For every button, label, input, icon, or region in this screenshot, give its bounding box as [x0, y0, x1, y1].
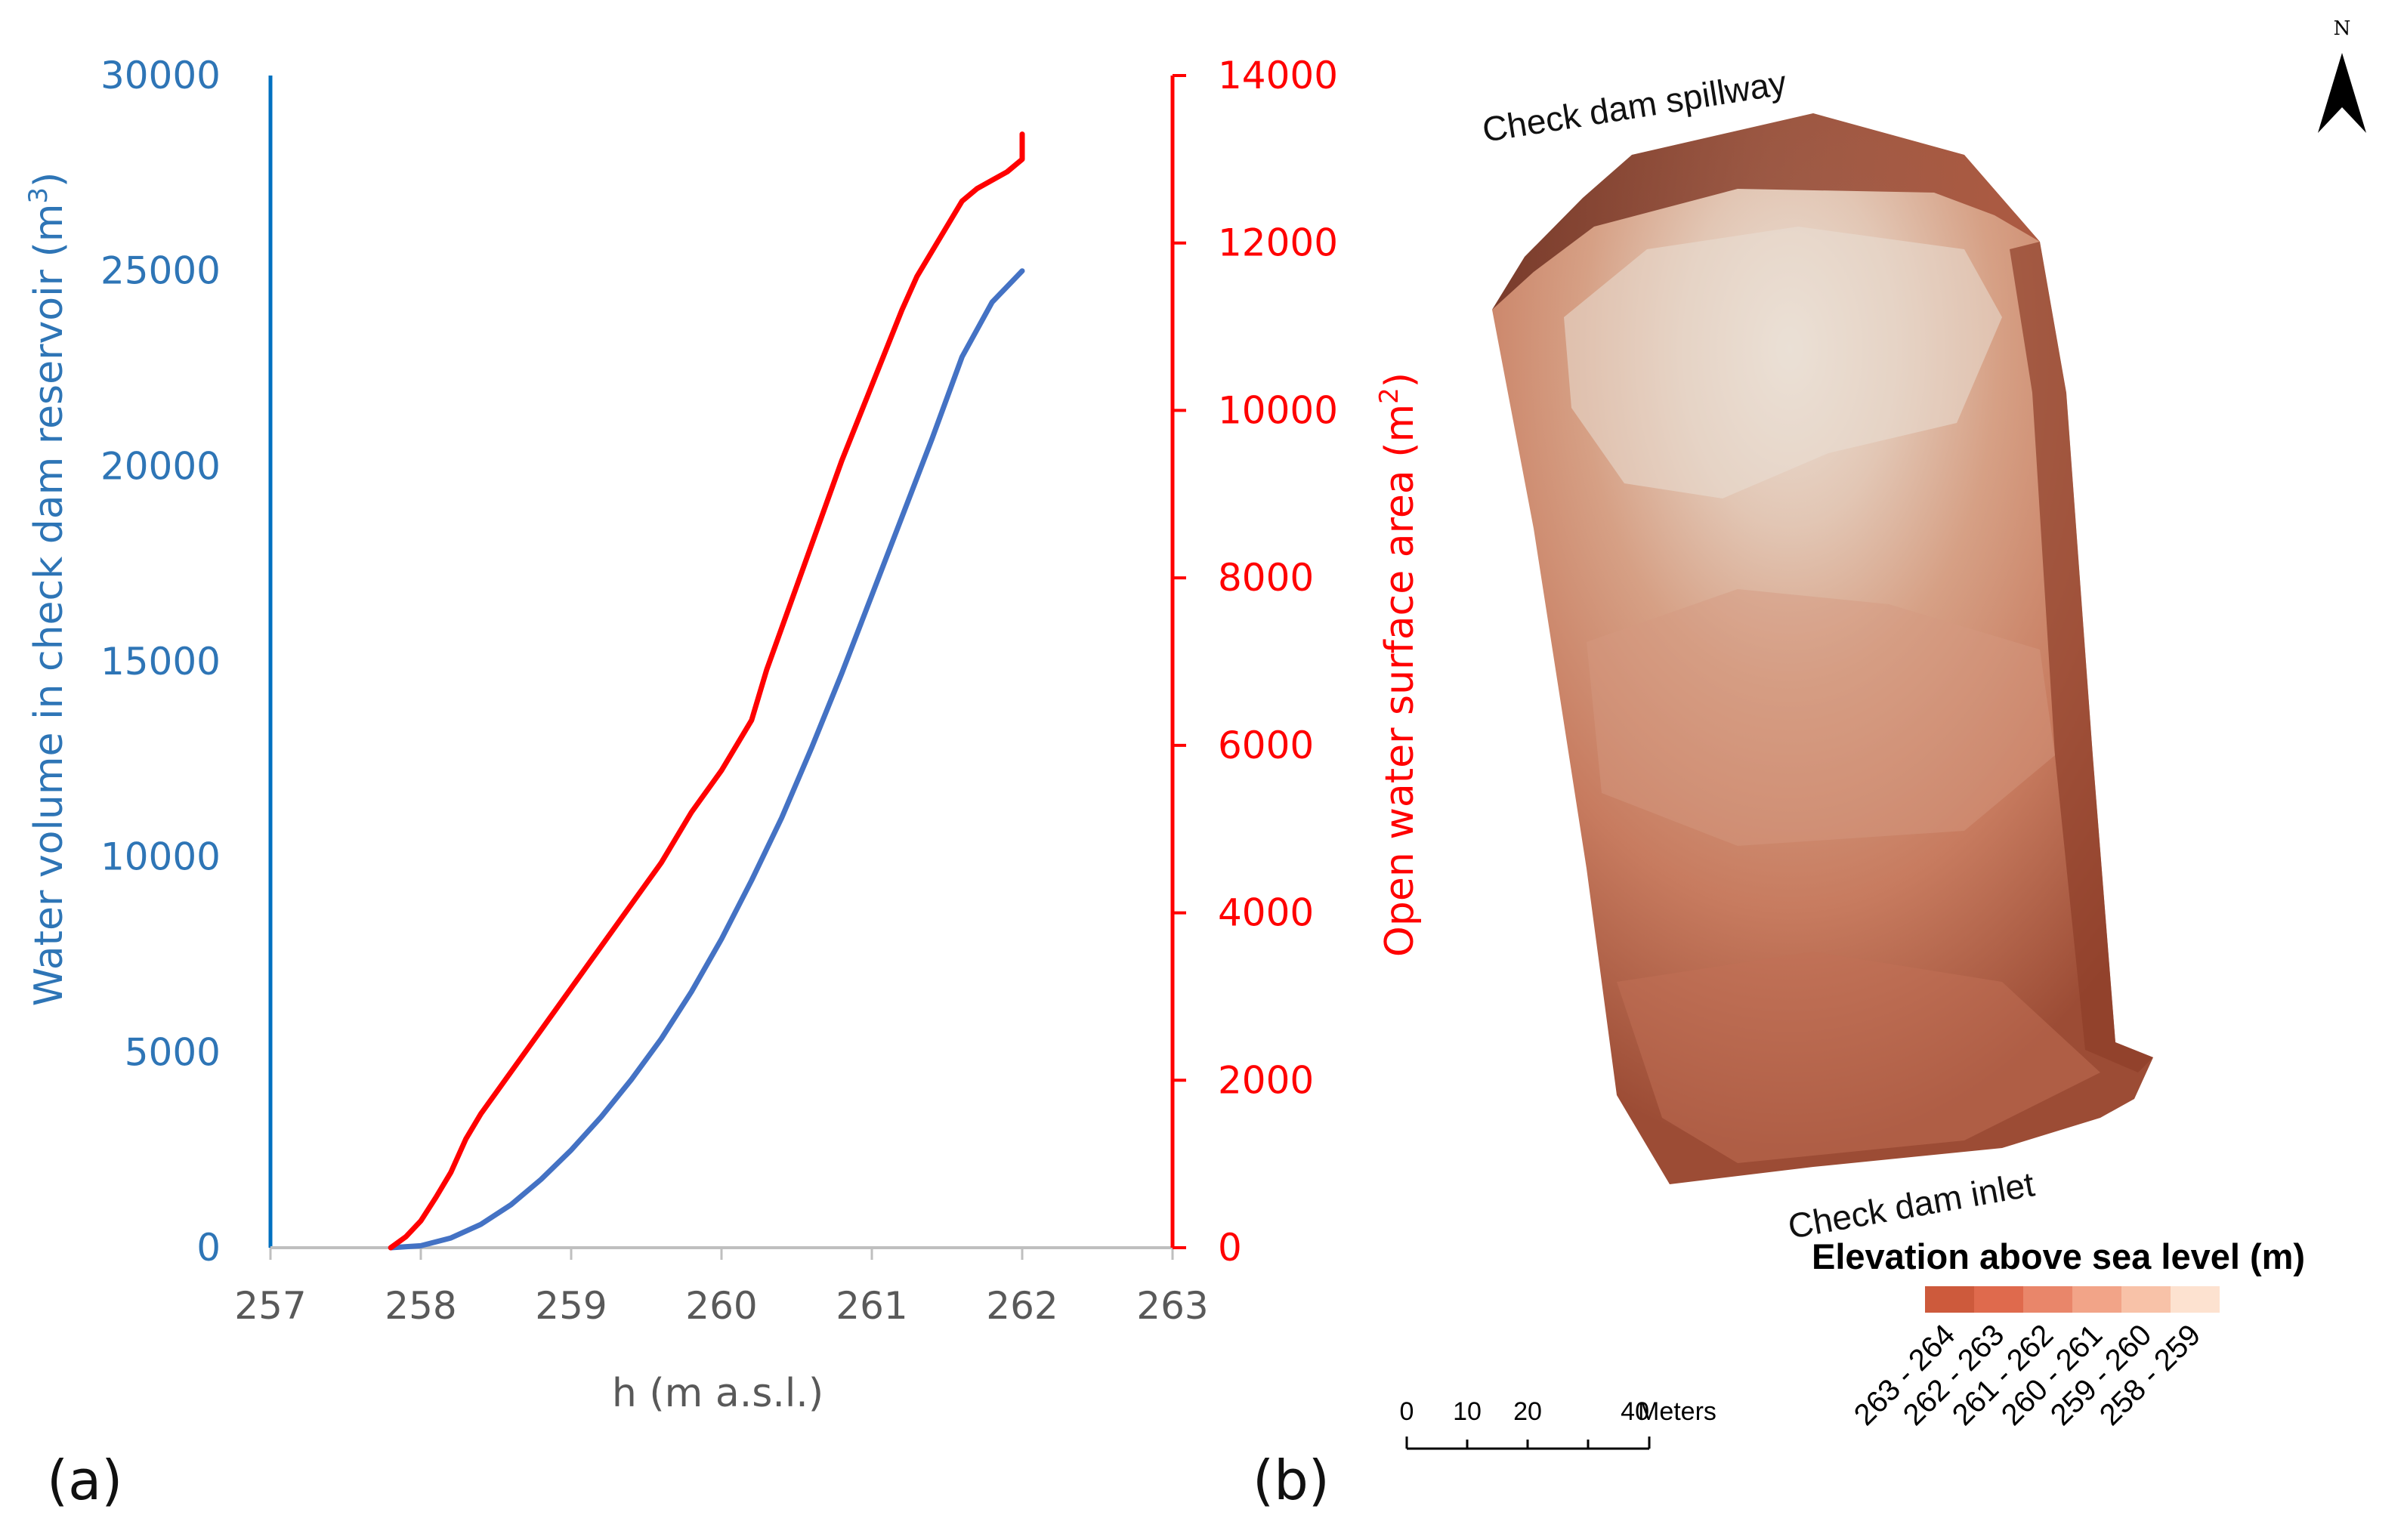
left-y-tick-label: 10000 [100, 835, 221, 879]
series-line-open-water-surface-area [388, 131, 1025, 1251]
panel-label-b: (b) [1253, 1449, 1330, 1512]
scale-bar-line [1405, 1437, 1651, 1450]
legend-swatch [2121, 1286, 2171, 1313]
panel-label-a: (a) [47, 1449, 122, 1512]
left-y-tick-label: 15000 [100, 640, 221, 684]
scale-tick-label: 10 [1453, 1397, 1482, 1426]
reservoir-shallow-zone [1564, 227, 2002, 498]
right-y-tick-label: 12000 [1218, 221, 1338, 265]
x-tick-label: 258 [385, 1284, 456, 1328]
legend-swatch [2171, 1286, 2220, 1313]
scale-labels: 0 10 20 40 [1400, 1397, 1649, 1426]
axes [268, 74, 1186, 1260]
scale-tick-label: 40 [1621, 1397, 1649, 1426]
x-tick-label: 263 [1136, 1284, 1208, 1328]
left-y-tick-label: 30000 [100, 54, 221, 97]
north-arrow-icon [2318, 53, 2366, 133]
scale-tick-label: 20 [1513, 1397, 1542, 1426]
legend-swatch [1974, 1286, 2023, 1313]
left-y-tick-label: 25000 [100, 249, 221, 293]
reservoir-upper-rim [1492, 113, 2040, 310]
right-y-tick-label: 4000 [1218, 891, 1314, 935]
reservoir-surface [1492, 113, 2153, 1184]
x-tick-label: 257 [234, 1284, 306, 1328]
x-tick-label: 261 [836, 1284, 907, 1328]
series-layer [388, 131, 1025, 1251]
reservoir-east-bank [2010, 242, 2153, 1072]
x-tick-label: 259 [535, 1284, 607, 1328]
x-axis-title: h (m a.s.l.) [612, 1371, 823, 1416]
right-y-tick-label: 0 [1218, 1226, 1242, 1270]
chart-panel: 0 5000 10000 15000 20000 25000 30000 0 2000 4000… [23, 54, 1423, 1512]
left-y-tick-label: 20000 [100, 444, 221, 488]
legend-swatches [1925, 1286, 2220, 1313]
right-y-tick-label: 10000 [1218, 388, 1338, 432]
north-arrow: N [2318, 17, 2366, 133]
right-y-tick-label: 6000 [1218, 724, 1314, 767]
map-panel: Check dam spillway Check dam inlet N Ele… [1253, 17, 2366, 1512]
reservoir-mid-zone [1587, 589, 2055, 846]
left-y-tick-label: 5000 [125, 1030, 221, 1074]
scale-bar: 0 10 20 40 Meters [1400, 1397, 1716, 1450]
right-y-tick-label: 2000 [1218, 1058, 1314, 1102]
x-tick-labels: 257 258 259 260 261 262 263 [234, 1284, 1208, 1328]
series-line-water-volume [388, 268, 1025, 1251]
legend-swatch [2072, 1286, 2121, 1313]
x-tick-label: 260 [685, 1284, 757, 1328]
right-y-tick-label: 14000 [1218, 54, 1338, 97]
left-y-tick-labels: 0 5000 10000 15000 20000 25000 30000 [100, 54, 221, 1270]
scale-unit: Meters [1638, 1397, 1716, 1426]
right-y-tick-labels: 0 2000 4000 6000 8000 10000 12000 14000 [1218, 54, 1338, 1270]
left-y-tick-label: 0 [196, 1226, 221, 1270]
reservoir-inlet-zone [1617, 952, 2100, 1163]
elevation-legend: Elevation above sea level (m) 263 - 2642… [1812, 1236, 2305, 1432]
label-check-dam-inlet: Check dam inlet [1785, 1164, 2038, 1246]
legend-swatch [2023, 1286, 2072, 1313]
north-letter: N [2334, 17, 2351, 40]
legend-title: Elevation above sea level (m) [1812, 1236, 2305, 1276]
legend-swatch [1925, 1286, 1974, 1313]
x-tick-label: 262 [986, 1284, 1058, 1328]
right-y-axis-title: Open water surface area (m2) [1374, 372, 1423, 957]
left-y-axis-title: Water volume in check dam reservoir (m3) [23, 172, 72, 1007]
right-y-tick-label: 8000 [1218, 556, 1314, 600]
scale-tick-label: 0 [1400, 1397, 1414, 1426]
